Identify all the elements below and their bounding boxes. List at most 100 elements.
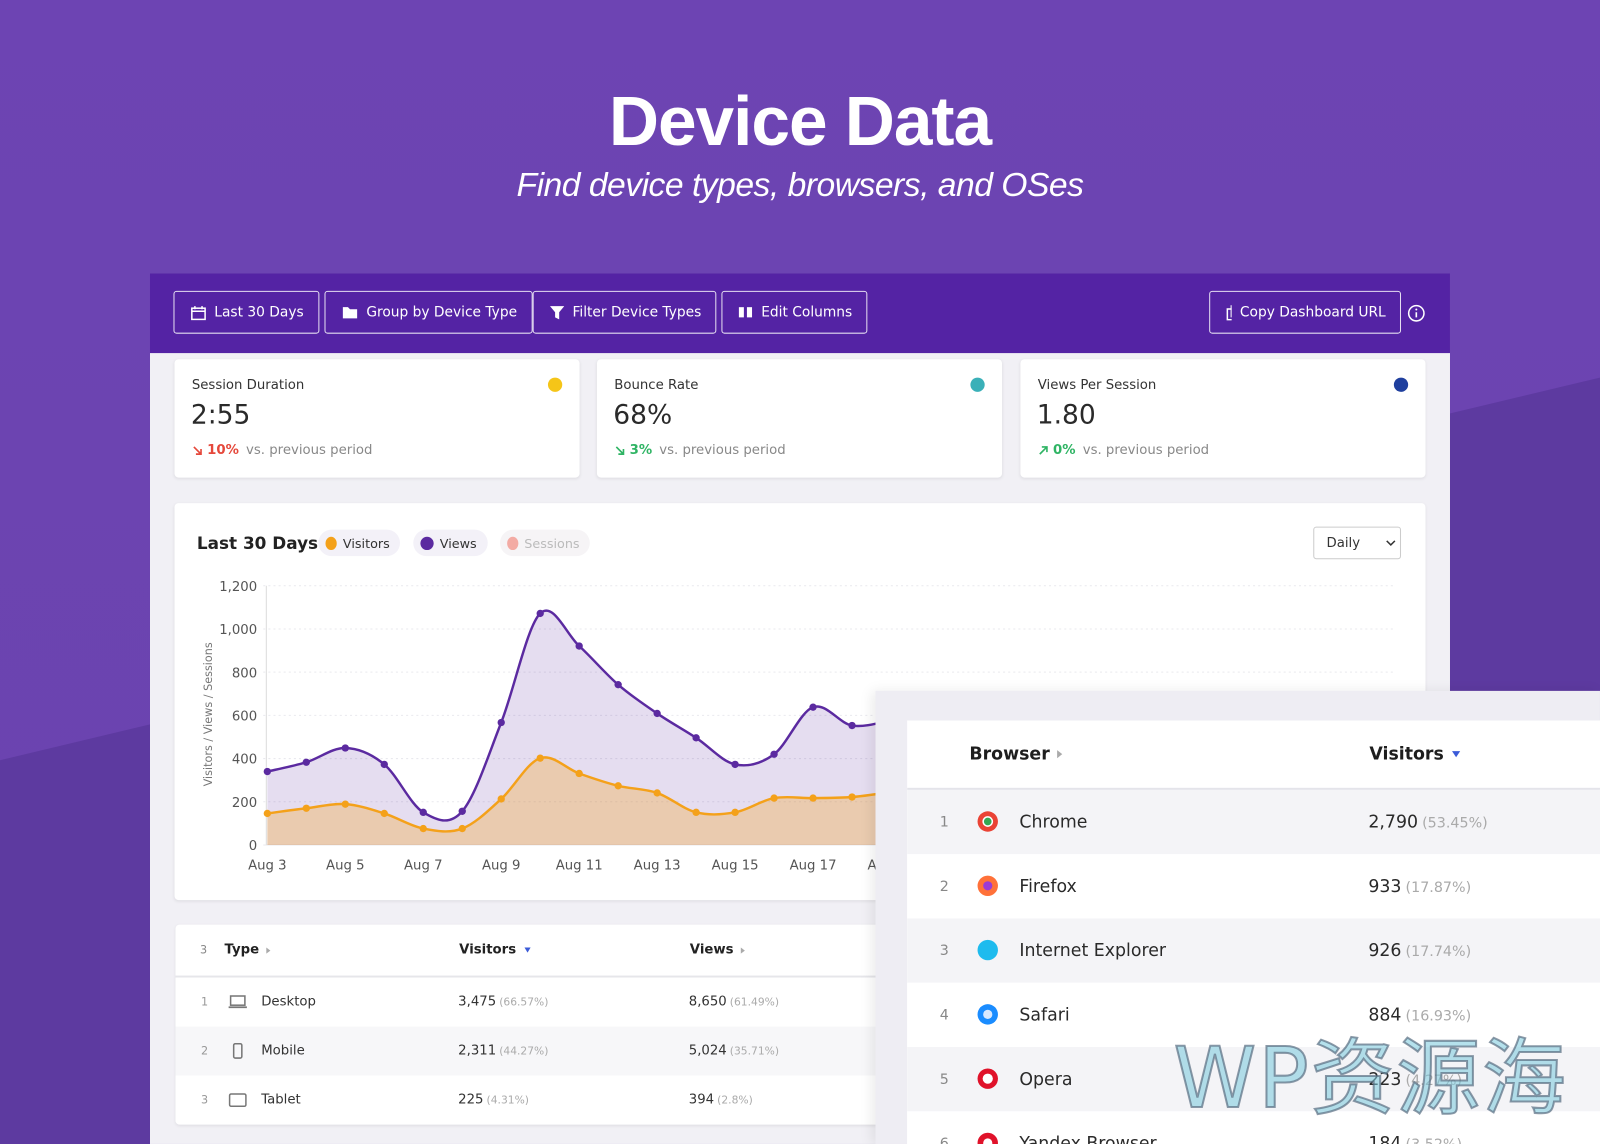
device-icon [232, 1043, 243, 1059]
info-icon[interactable] [1407, 304, 1425, 322]
views-value: 5,024 [688, 1043, 727, 1059]
row-rank: 6 [939, 1135, 949, 1144]
table-row: 2 Firefox 933 (17.87%) [907, 854, 1600, 919]
column-header[interactable]: Type [224, 942, 271, 958]
y-tick-label: 0 [249, 839, 257, 854]
page-title: Device Data [608, 82, 992, 161]
point [341, 744, 349, 752]
sort-arrow [524, 947, 531, 953]
point [380, 809, 388, 818]
metric-dot [1393, 377, 1409, 392]
point [419, 808, 427, 817]
visitors-cell: 225 (4.31%) [458, 1092, 529, 1107]
point [497, 718, 505, 727]
copy-icon [1226, 304, 1232, 320]
point [302, 804, 310, 812]
icon-shape [982, 816, 994, 827]
y-tick-label: 400 [232, 753, 257, 768]
legend-item[interactable]: Visitors [318, 529, 400, 557]
sort-arrow [1451, 751, 1461, 758]
column-header[interactable]: Views [690, 942, 745, 958]
chevron-icon [1386, 540, 1396, 547]
point [419, 824, 427, 833]
views-value: 8,650 [688, 994, 727, 1010]
sort-arrow [1056, 750, 1062, 759]
y-tick-label: 800 [232, 666, 257, 681]
button-label: Last 30 Days [214, 304, 304, 321]
calendar-icon [191, 305, 206, 320]
views-percent: (2.8%) [717, 1094, 753, 1107]
device-icon [228, 1093, 247, 1107]
point [731, 808, 739, 817]
metric-label: Views Per Session [1037, 377, 1157, 393]
point [809, 794, 817, 802]
metric-label: Bounce Rate [614, 377, 699, 393]
point [692, 734, 700, 742]
browser-name: Internet Explorer [1019, 940, 1166, 961]
row-rank: 2 [939, 878, 949, 895]
date-range-button[interactable]: Last 30 Days [173, 290, 319, 334]
filter-button[interactable]: Filter Device Types [532, 290, 717, 334]
point [653, 789, 661, 797]
visitors-cell: 2,311 (44.27%) [458, 1043, 548, 1058]
legend-label: Views [439, 535, 477, 551]
chart-title: Last 30 Days [196, 533, 319, 554]
folder-icon [342, 307, 358, 319]
sort-arrow [266, 947, 271, 954]
icon-shape [228, 1093, 247, 1107]
point [809, 703, 817, 711]
visitors-percent: (16.93%) [1405, 1007, 1472, 1025]
visitors-value: 2,790 [1368, 811, 1419, 833]
x-tick-label: Aug 5 [326, 858, 365, 873]
visitors-cell: 2,790 (53.45%) [1368, 812, 1487, 832]
column-header[interactable]: Browser [969, 744, 1062, 764]
metric-change-value: 0% [1053, 442, 1076, 459]
visitors-value: 223 [1368, 1068, 1402, 1090]
y-tick-label: 200 [232, 796, 257, 811]
point [575, 642, 583, 650]
x-tick-label: Aug 9 [482, 858, 521, 873]
visitors-value: 3,475 [458, 994, 497, 1010]
y-tick-label: 600 [232, 709, 257, 724]
metric-change: 3% vs. previous period [614, 443, 786, 458]
row-count: 3 [199, 943, 208, 957]
views-cell: 8,650 (61.49%) [689, 994, 779, 1009]
metric-change: 0% vs. previous period [1038, 443, 1209, 458]
y-tick-label: 1,000 [219, 623, 257, 638]
visitors-percent: (66.57%) [499, 996, 549, 1009]
interval-dropdown[interactable]: Daily [1313, 526, 1402, 560]
browser-name: Safari [1019, 1004, 1070, 1026]
legend-item[interactable]: Views [413, 529, 488, 557]
row-rank: 1 [201, 995, 209, 1009]
point [653, 709, 661, 718]
column-header[interactable]: Visitors [459, 942, 531, 958]
metric-value: 2:55 [190, 400, 251, 431]
sort-arrow [740, 947, 745, 954]
visitors-value: 2,311 [458, 1043, 497, 1059]
metric-dot [970, 377, 985, 392]
row-rank: 3 [939, 942, 949, 959]
point [770, 750, 778, 758]
point [380, 760, 388, 769]
legend-label: Visitors [342, 535, 390, 551]
metric-dot [547, 377, 563, 392]
legend-item[interactable]: Sessions [499, 529, 590, 557]
browser-name: Opera [1019, 1068, 1073, 1090]
visitors-percent: (17.87%) [1405, 879, 1472, 896]
columns-button[interactable]: Edit Columns [721, 290, 868, 334]
x-tick-label: Aug 7 [404, 858, 443, 873]
point [692, 808, 700, 817]
arrow-path [615, 446, 625, 455]
x-tick-label: Aug 15 [712, 858, 759, 873]
trend-arrow [1039, 446, 1048, 455]
group-button[interactable]: Group by Device Type [324, 290, 533, 334]
column-header[interactable]: Visitors [1369, 744, 1461, 764]
copy-url-button[interactable]: Copy Dashboard URL [1209, 290, 1402, 334]
y-axis-label: Visitors / Views / Sessions [202, 642, 215, 786]
visitors-percent: (4.27%) [1405, 1072, 1463, 1089]
metric-value: 1.80 [1036, 400, 1096, 431]
point [575, 769, 583, 778]
arrow-path [1039, 446, 1048, 455]
point [731, 760, 739, 769]
arrow-path [193, 446, 202, 455]
